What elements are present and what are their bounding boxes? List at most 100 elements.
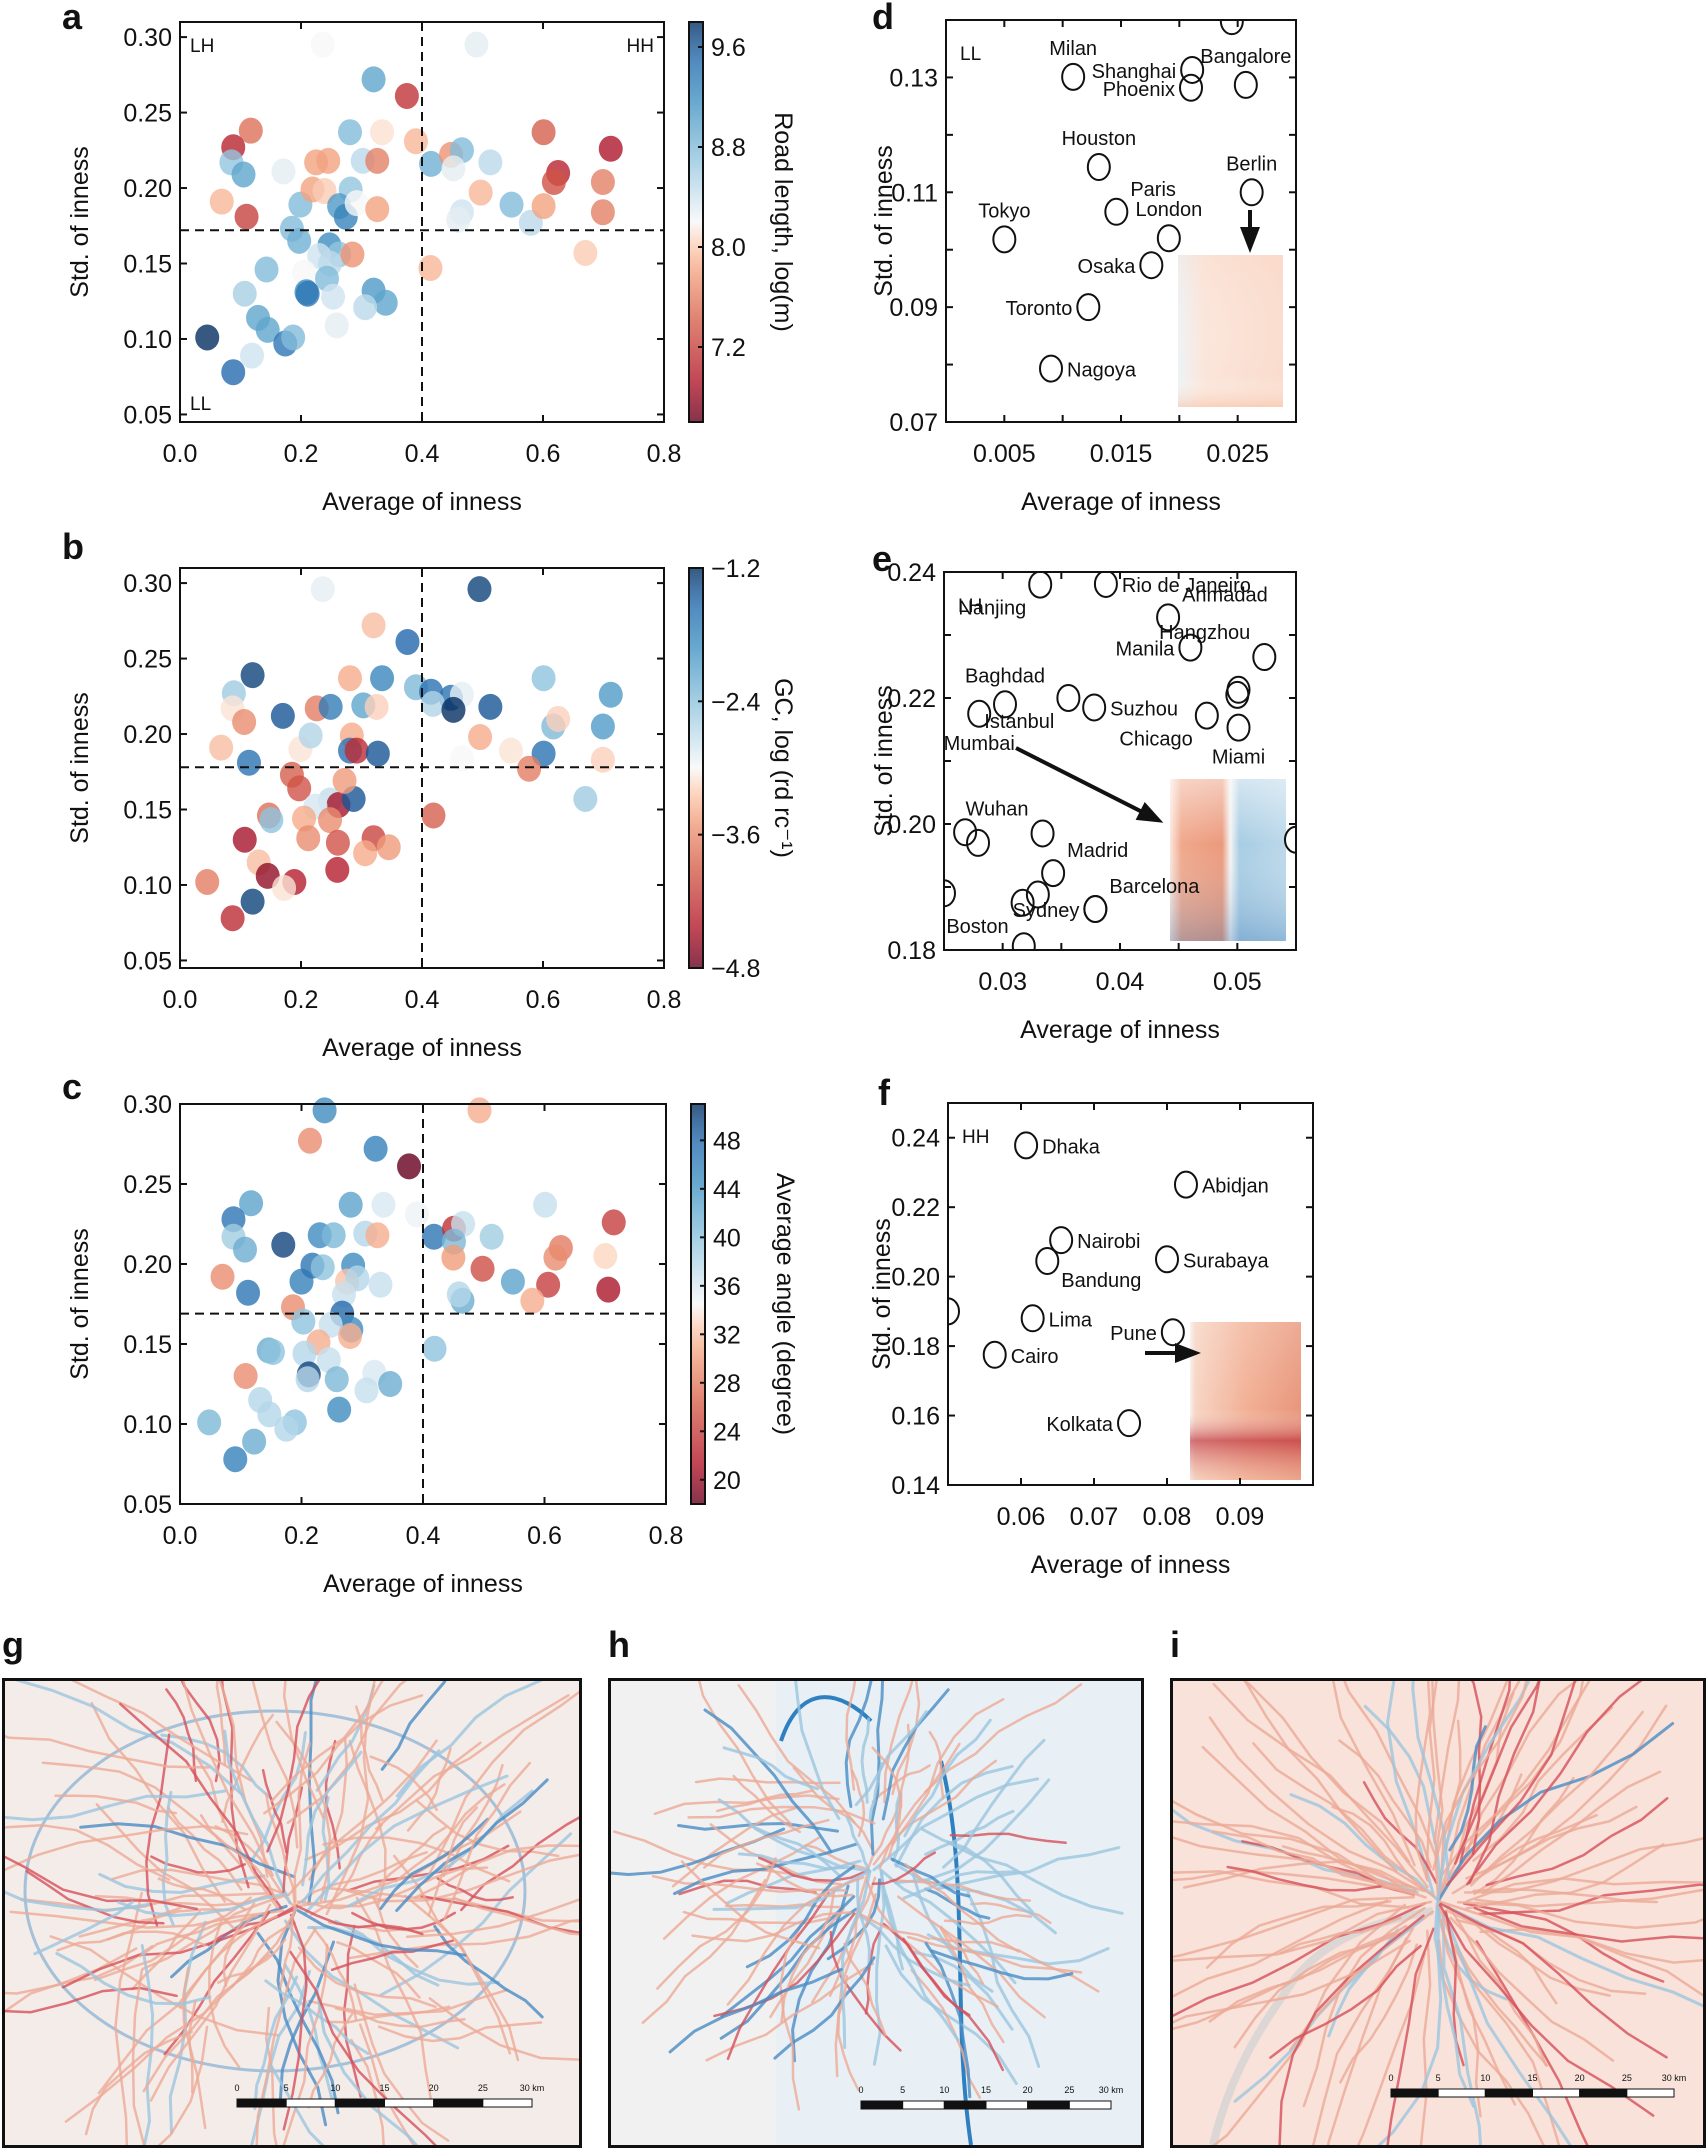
road-segment <box>651 1874 848 1894</box>
data-point <box>517 755 542 782</box>
data-point <box>449 745 474 772</box>
data-point <box>312 1097 337 1124</box>
y-tick-label: 0.22 <box>887 685 936 713</box>
road-segment <box>924 1941 972 2099</box>
data-point <box>236 1279 261 1306</box>
x-tick-label: 0.07 <box>1070 1503 1119 1531</box>
colorbar-tick-label: 40 <box>713 1224 741 1252</box>
data-point <box>220 905 245 932</box>
map-i-roads: 0 5 10 15 20 25 30 km <box>1173 1681 1703 2145</box>
quadrant-label: HH <box>627 36 654 57</box>
scalebar-segment <box>1068 2100 1112 2110</box>
data-point <box>327 1396 352 1423</box>
road-segment <box>358 2023 416 2145</box>
x-tick-label: 0.2 <box>284 986 319 1014</box>
road-segment <box>1242 1681 1411 1863</box>
city-label: Miami <box>1212 747 1265 769</box>
road-segment <box>452 1896 579 1936</box>
data-point <box>361 612 386 639</box>
y-tick-label: 0.10 <box>123 1411 172 1439</box>
road-segment <box>1331 1681 1416 1867</box>
data-point <box>361 66 386 93</box>
city-point <box>1010 888 1035 917</box>
road-segment <box>263 1694 424 1815</box>
data-point <box>467 576 492 603</box>
road-segment <box>726 1876 865 2006</box>
y-tick-label: 0.25 <box>123 100 172 128</box>
data-point <box>271 1231 296 1258</box>
map-g: 0 5 10 15 20 25 30 km <box>2 1678 582 2148</box>
city-point <box>1082 693 1107 722</box>
road-segment <box>282 1943 329 2145</box>
road-segment <box>897 1895 1046 2019</box>
road-segment <box>868 1761 884 1821</box>
road-segment <box>426 1690 579 1879</box>
road-segment <box>881 1688 950 1821</box>
road-segment <box>261 1768 288 1854</box>
road-segment <box>1208 1716 1436 1898</box>
city-label: Ahmadad <box>1182 584 1268 606</box>
city-label: Kolkata <box>1046 1414 1114 1436</box>
road-segment <box>682 1910 832 1925</box>
road-segment <box>843 1942 887 2037</box>
road-segment <box>1278 1914 1425 2145</box>
map-h: 0 5 10 15 20 25 30 km <box>608 1678 1144 2148</box>
road-segment <box>114 1891 143 2145</box>
road-segment <box>157 1877 247 1911</box>
data-point <box>332 767 357 794</box>
road-segment <box>131 1910 202 1991</box>
x-tick-label: 0.04 <box>1096 968 1145 996</box>
road-segment <box>223 1729 292 1905</box>
road-segment <box>427 1806 478 1917</box>
plot-area <box>944 572 1296 950</box>
data-point <box>221 359 246 386</box>
data-point <box>573 239 598 266</box>
data-point <box>209 188 234 215</box>
data-point <box>593 1243 618 1269</box>
road-segment <box>871 1851 937 1886</box>
x-axis-label: Average of inness <box>322 1034 522 1060</box>
road-segment <box>270 1681 384 1802</box>
road-segment <box>882 1922 1005 2072</box>
road-segment <box>138 1914 259 1958</box>
quadrant-label: HH <box>962 1127 989 1148</box>
scalebar-label: 30 km <box>1662 2073 1687 2083</box>
city-point <box>1030 819 1055 848</box>
city-label: Cairo <box>1011 1346 1059 1368</box>
road-segment <box>178 1915 278 2009</box>
data-point <box>365 196 390 223</box>
road-segment <box>1212 1830 1413 1889</box>
city-label: Manila <box>1115 639 1175 661</box>
scalebar-segment <box>1484 2088 1534 2098</box>
road-segment <box>93 1896 252 1982</box>
road-segment <box>33 1900 134 1956</box>
data-point <box>378 1371 403 1397</box>
city-point <box>1160 1318 1185 1347</box>
road-segment <box>142 1907 298 2093</box>
data-point <box>365 147 390 174</box>
road-segment <box>943 1913 1033 1925</box>
road-segment <box>1269 1944 1422 2059</box>
data-point <box>232 708 257 735</box>
road-segment <box>720 1895 856 2018</box>
data-point <box>520 1287 545 1314</box>
scalebar-segment <box>384 2098 435 2108</box>
road-segment <box>698 1681 793 1826</box>
y-axis-label: Std. of inness <box>868 1218 896 1369</box>
road-segment <box>921 1827 1034 1914</box>
x-tick-label: 0.4 <box>405 986 440 1014</box>
city-label: Boston <box>946 916 1008 938</box>
scalebar-label: 10 <box>1480 2073 1490 2083</box>
road-segment <box>255 1927 317 2145</box>
city-label: Baghdad <box>965 665 1045 687</box>
y-axis-label: Std. of inness <box>870 685 898 836</box>
road-segment <box>1472 1887 1659 1904</box>
data-point <box>478 693 503 720</box>
road-segment <box>310 1823 384 1916</box>
road-segment <box>1173 1900 1433 1962</box>
city-point <box>1194 701 1219 730</box>
city-point <box>1226 713 1251 742</box>
road-segment <box>737 1852 872 1873</box>
data-point <box>325 856 350 883</box>
road-segment <box>1436 1681 1531 1903</box>
